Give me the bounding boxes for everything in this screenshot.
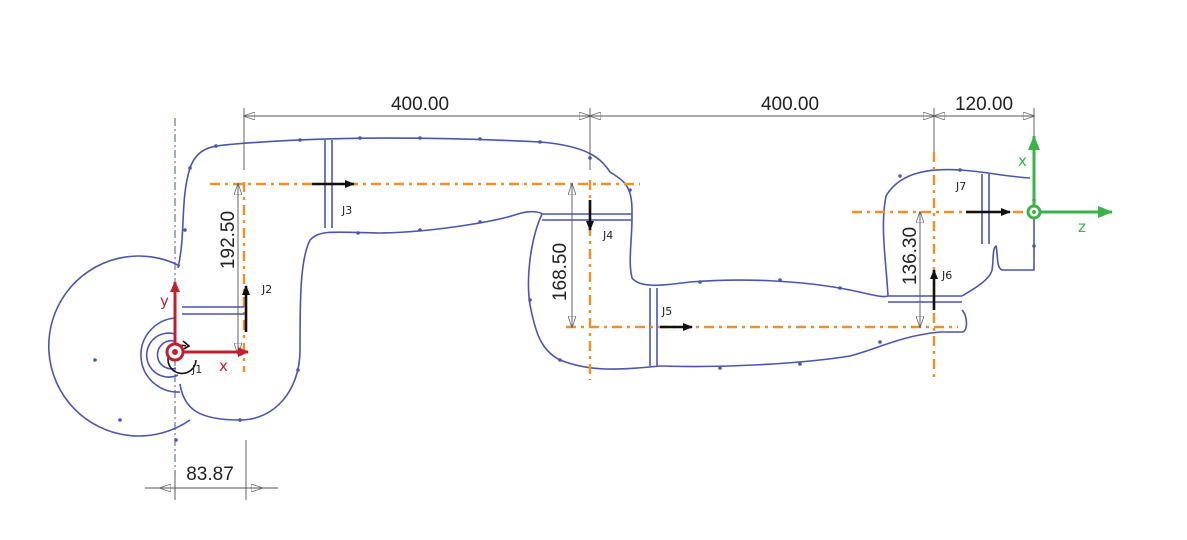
outline-vertices bbox=[93, 136, 1036, 442]
base-frame-x-label: x bbox=[219, 357, 228, 375]
joint-label-j2: J2 bbox=[261, 283, 272, 296]
base-arc-outer bbox=[47, 255, 191, 437]
link-1-body bbox=[179, 239, 311, 421]
base-arc-inner-2 bbox=[145, 332, 179, 378]
joint-label-j1: J1 bbox=[191, 363, 202, 376]
tool-frame-z-label: z bbox=[1078, 218, 1086, 236]
wrist-top bbox=[882, 168, 1031, 297]
upper-arm-bottom bbox=[309, 210, 543, 241]
joint-label-j3: J3 bbox=[341, 204, 352, 217]
joint-label-j7: J7 bbox=[955, 180, 966, 193]
elbow-left bbox=[527, 213, 661, 370]
base-frame-y-label: y bbox=[160, 292, 169, 310]
tool-frame-x-label: x bbox=[1018, 152, 1027, 170]
tool-frame: x z bbox=[1018, 135, 1113, 236]
dimension-vertical-1: 192.50 bbox=[218, 211, 239, 269]
dimension-top-2: 400.00 bbox=[761, 94, 819, 115]
dimension-vertical-3: 136.30 bbox=[900, 227, 921, 285]
dimension-top-1: 400.00 bbox=[391, 94, 449, 115]
forearm-bottom bbox=[659, 309, 968, 368]
robot-outline bbox=[47, 137, 1035, 437]
dimension-vertical-2: 168.50 bbox=[550, 243, 571, 301]
elbow-right bbox=[629, 217, 889, 298]
dimension-top-3: 120.00 bbox=[955, 94, 1013, 115]
joint-label-j5: J5 bbox=[661, 305, 672, 318]
joint-label-j6: J6 bbox=[941, 269, 952, 282]
base-arc-inner-3 bbox=[156, 339, 177, 370]
elbow-block bbox=[542, 213, 632, 221]
base-arc-inner bbox=[140, 317, 181, 393]
wrist-block bbox=[888, 295, 962, 303]
joint-label-j4: J4 bbox=[602, 229, 613, 242]
dimension-lines bbox=[145, 108, 1034, 500]
wrist-right bbox=[961, 178, 1035, 297]
upper-arm-top bbox=[234, 137, 633, 218]
dimension-bottom: 83.87 bbox=[186, 464, 234, 485]
centerlines bbox=[210, 152, 1030, 380]
joint-arrows bbox=[242, 180, 1011, 332]
base-frame: y x bbox=[160, 281, 249, 375]
